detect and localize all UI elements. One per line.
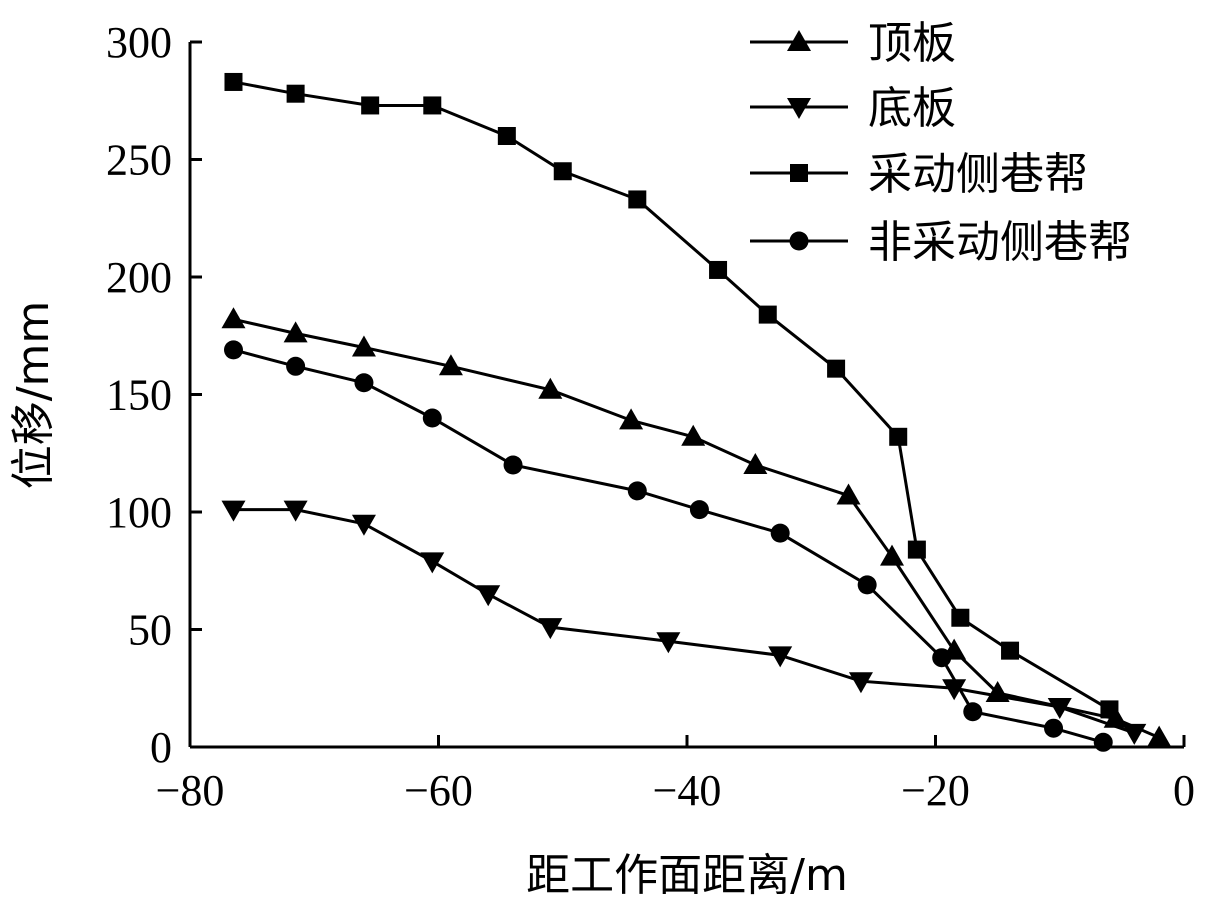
legend-label: 底板 — [868, 83, 956, 134]
data-point — [942, 679, 967, 701]
data-point — [848, 672, 873, 694]
data-point — [351, 335, 376, 357]
data-point — [1001, 641, 1020, 660]
data-point — [951, 608, 970, 627]
data-point — [476, 585, 501, 607]
data-point — [1100, 700, 1119, 719]
data-point — [770, 523, 790, 543]
data-point — [361, 96, 380, 115]
data-point — [286, 84, 305, 103]
x-tick-label: 0 — [1173, 766, 1195, 815]
y-tick-label: 0 — [150, 723, 172, 772]
series-2 — [221, 500, 1147, 745]
x-tick-label: −60 — [404, 766, 473, 815]
data-point — [768, 646, 793, 668]
legend-label: 顶板 — [868, 18, 956, 69]
data-point — [627, 481, 647, 501]
series-4 — [223, 340, 1113, 752]
legend-item: 底板 — [750, 83, 956, 134]
x-axis-title: 距工作面距离/m — [526, 850, 848, 901]
data-point — [1122, 723, 1147, 745]
legend-marker — [787, 30, 811, 51]
data-point — [827, 359, 846, 378]
y-tick-label: 150 — [106, 371, 172, 420]
data-point — [743, 453, 768, 474]
y-tick-label: 200 — [106, 253, 172, 302]
data-point — [420, 552, 445, 574]
data-point — [1093, 732, 1113, 752]
data-point — [538, 377, 563, 399]
y-tick-label: 50 — [128, 606, 172, 655]
data-point — [889, 427, 908, 446]
axes — [188, 42, 1184, 749]
data-point — [221, 307, 246, 329]
data-point — [538, 618, 563, 640]
series-line — [233, 317, 1160, 739]
y-tick-label: 300 — [106, 18, 172, 67]
data-point — [836, 483, 861, 505]
data-point — [223, 340, 243, 360]
data-point — [709, 260, 728, 279]
y-tick-label: 250 — [106, 136, 172, 185]
data-point — [907, 540, 926, 559]
series-layer — [221, 72, 1172, 752]
series-1 — [221, 307, 1172, 747]
data-point — [1147, 725, 1172, 747]
data-point — [283, 500, 308, 522]
x-tick-label: −40 — [653, 766, 722, 815]
data-point — [656, 632, 681, 654]
data-point — [963, 702, 983, 722]
legend-label: 非采动侧巷帮 — [868, 217, 1132, 268]
y-axis-title: 位移/mm — [8, 301, 59, 490]
data-point — [1044, 718, 1064, 738]
data-point — [619, 408, 644, 430]
y-tick-label: 100 — [106, 488, 172, 537]
data-point — [758, 305, 777, 324]
series-3 — [224, 72, 1119, 719]
data-point — [689, 500, 709, 520]
x-tick-label: −80 — [156, 766, 225, 815]
series-line — [233, 348, 1104, 744]
legend-marker — [787, 98, 811, 119]
legend-item: 采动侧巷帮 — [750, 149, 1088, 200]
x-tick-label: −20 — [901, 766, 970, 815]
data-point — [422, 408, 442, 428]
data-point — [224, 72, 243, 91]
data-point — [283, 321, 308, 343]
data-point — [1047, 698, 1072, 720]
legend-item: 顶板 — [750, 18, 956, 69]
data-point — [681, 424, 706, 446]
series-line — [233, 508, 1135, 735]
data-point — [932, 648, 952, 668]
data-point — [221, 500, 246, 522]
data-point — [438, 354, 463, 376]
data-point — [503, 455, 523, 475]
legend-marker — [790, 164, 808, 182]
data-point — [628, 190, 647, 209]
legend-item: 非采动侧巷帮 — [750, 217, 1132, 268]
data-point — [497, 127, 516, 145]
data-point — [857, 575, 877, 595]
data-point — [880, 544, 905, 566]
legend-marker — [789, 231, 809, 251]
data-point — [354, 373, 374, 393]
ticks: −80 −60 −40 −20 0 0 50 100 150 200 250 300 — [106, 18, 1195, 815]
data-point — [423, 96, 442, 115]
data-point — [553, 162, 572, 181]
legend-label: 采动侧巷帮 — [868, 149, 1088, 200]
data-point — [351, 514, 376, 536]
data-point — [286, 356, 306, 376]
